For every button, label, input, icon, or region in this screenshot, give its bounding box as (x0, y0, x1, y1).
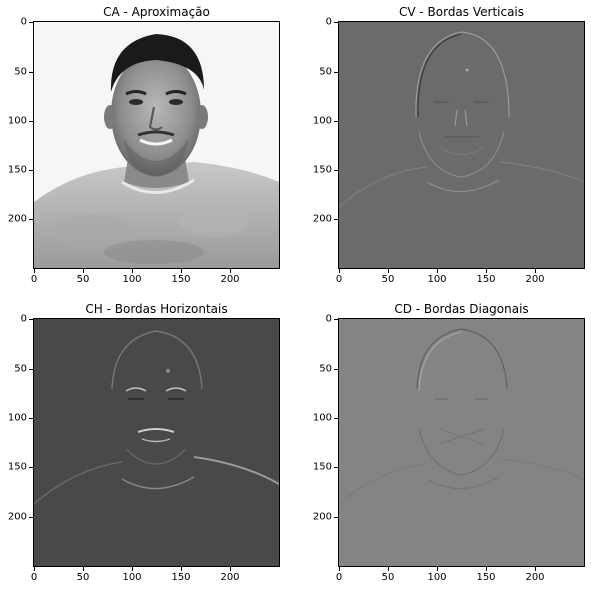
y-tick-label: 150 (312, 461, 332, 473)
horizontal-edges-image (34, 319, 279, 566)
x-tick-label: 150 (171, 572, 191, 583)
x-tick-label: 50 (381, 274, 395, 285)
subplot-title: CA - Aproximação (103, 5, 210, 19)
y-tick-label: 0 (20, 313, 27, 325)
y-tick-label: 100 (312, 412, 332, 424)
y-tick-label: 100 (7, 412, 27, 424)
y-tick-label: 100 (7, 115, 27, 127)
y-tick-label: 0 (325, 16, 332, 28)
y-tick-label: 50 (14, 66, 27, 78)
y-tick-label: 150 (7, 461, 27, 473)
x-tick-label: 100 (427, 572, 447, 583)
x-tick-label: 50 (381, 572, 395, 583)
y-tick-label: 50 (14, 363, 27, 375)
image-axes (33, 21, 280, 269)
diagonal-edges-image (339, 319, 584, 566)
x-tick-label: 150 (476, 572, 496, 583)
x-tick-label: 0 (335, 274, 343, 285)
y-tick-label: 200 (312, 511, 332, 523)
x-tick-label: 200 (220, 572, 240, 583)
subplot-title: CH - Bordas Horizontais (85, 302, 228, 316)
x-tick-label: 0 (30, 572, 38, 583)
x-tick-label: 100 (427, 274, 447, 285)
y-tick-label: 0 (20, 16, 27, 28)
x-tick-label: 150 (171, 274, 191, 285)
y-tick-label: 150 (312, 164, 332, 176)
approximation-image (34, 22, 279, 268)
y-tick-label: 0 (325, 313, 332, 325)
y-tick-label: 200 (7, 511, 27, 523)
x-tick-label: 50 (76, 572, 90, 583)
x-tick-label: 0 (335, 572, 343, 583)
image-axes (338, 318, 585, 567)
x-tick-label: 50 (76, 274, 90, 285)
x-tick-label: 150 (476, 274, 496, 285)
x-tick-label: 100 (122, 572, 142, 583)
image-axes (33, 318, 280, 567)
subplot-title: CV - Bordas Verticais (398, 5, 525, 19)
subplot-title: CD - Bordas Diagonais (394, 302, 529, 316)
x-tick-label: 200 (525, 572, 545, 583)
vertical-edges-image (339, 22, 584, 268)
x-tick-label: 0 (30, 274, 38, 285)
y-tick-label: 200 (7, 213, 27, 225)
y-tick-label: 50 (319, 66, 332, 78)
x-tick-label: 200 (220, 274, 240, 285)
y-tick-label: 150 (7, 164, 27, 176)
x-tick-label: 200 (525, 274, 545, 285)
x-tick-label: 100 (122, 274, 142, 285)
y-tick-label: 200 (312, 213, 332, 225)
image-axes (338, 21, 585, 269)
y-tick-label: 50 (319, 363, 332, 375)
y-tick-label: 100 (312, 115, 332, 127)
